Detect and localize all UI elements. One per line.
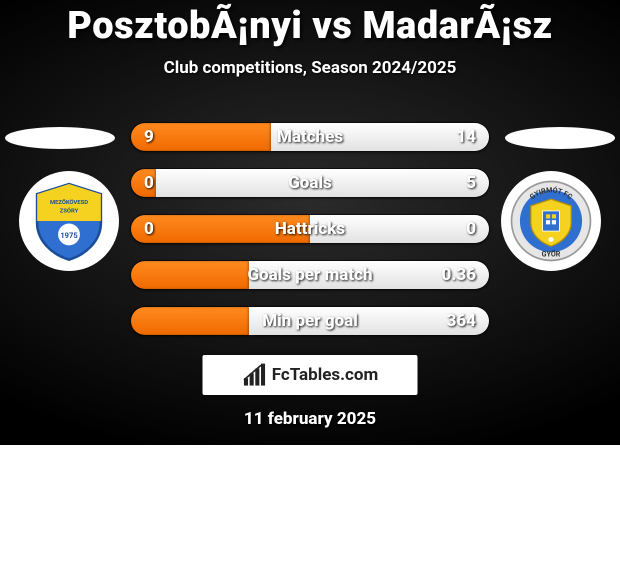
- stat-value-right: 0: [466, 214, 476, 244]
- date-text: 11 february 2025: [0, 409, 620, 429]
- brand-box: FcTables.com: [203, 355, 418, 395]
- stat-value-left: 0: [144, 214, 154, 244]
- stat-label: Matches: [130, 122, 490, 152]
- svg-text:ZSÓRY: ZSÓRY: [60, 208, 79, 215]
- stat-label: Min per goal: [130, 306, 490, 336]
- left-club-shield-icon: MEZŐKÖVESD ZSÓRY 1975: [27, 179, 111, 263]
- stat-row: Matches9 14: [130, 122, 490, 152]
- stat-value-right: 5: [466, 168, 476, 198]
- right-club-shield-icon: GYIRMÓT FC GYŐR: [509, 179, 593, 263]
- stat-value-left: 9: [144, 122, 154, 152]
- stat-value-right: 364: [447, 306, 476, 336]
- stat-label: Hattricks: [130, 214, 490, 244]
- svg-text:1975: 1975: [60, 231, 78, 240]
- right-ellipse-icon: [505, 127, 615, 149]
- stat-label: Goals per match: [130, 260, 490, 290]
- stat-row: Goals0 5: [130, 168, 490, 198]
- stat-value-left: 0: [144, 168, 154, 198]
- fctables-logo-icon: [242, 362, 268, 388]
- right-club-badge: GYIRMÓT FC GYŐR: [501, 171, 601, 271]
- left-ellipse-icon: [5, 127, 115, 149]
- stat-value-right: 0.36: [442, 260, 476, 290]
- stat-row: Hattricks0 0: [130, 214, 490, 244]
- stat-value-right: 14: [456, 122, 476, 152]
- svg-text:GYŐR: GYŐR: [542, 249, 561, 258]
- brand-text: FcTables.com: [272, 365, 378, 385]
- stat-row: Min per goal364: [130, 306, 490, 336]
- stat-label: Goals: [130, 168, 490, 198]
- stat-row: Goals per match0.36: [130, 260, 490, 290]
- stats-rows: Matches914Goals05Hattricks00Goals per ma…: [130, 122, 490, 352]
- comparison-card: PosztobÃ¡nyi vs MadarÃ¡sz Club competiti…: [0, 0, 620, 445]
- svg-text:MEZŐKÖVESD: MEZŐKÖVESD: [50, 199, 88, 206]
- left-club-badge: MEZŐKÖVESD ZSÓRY 1975: [19, 171, 119, 271]
- subtitle: Club competitions, Season 2024/2025: [0, 58, 620, 78]
- page-title: PosztobÃ¡nyi vs MadarÃ¡sz: [0, 0, 620, 48]
